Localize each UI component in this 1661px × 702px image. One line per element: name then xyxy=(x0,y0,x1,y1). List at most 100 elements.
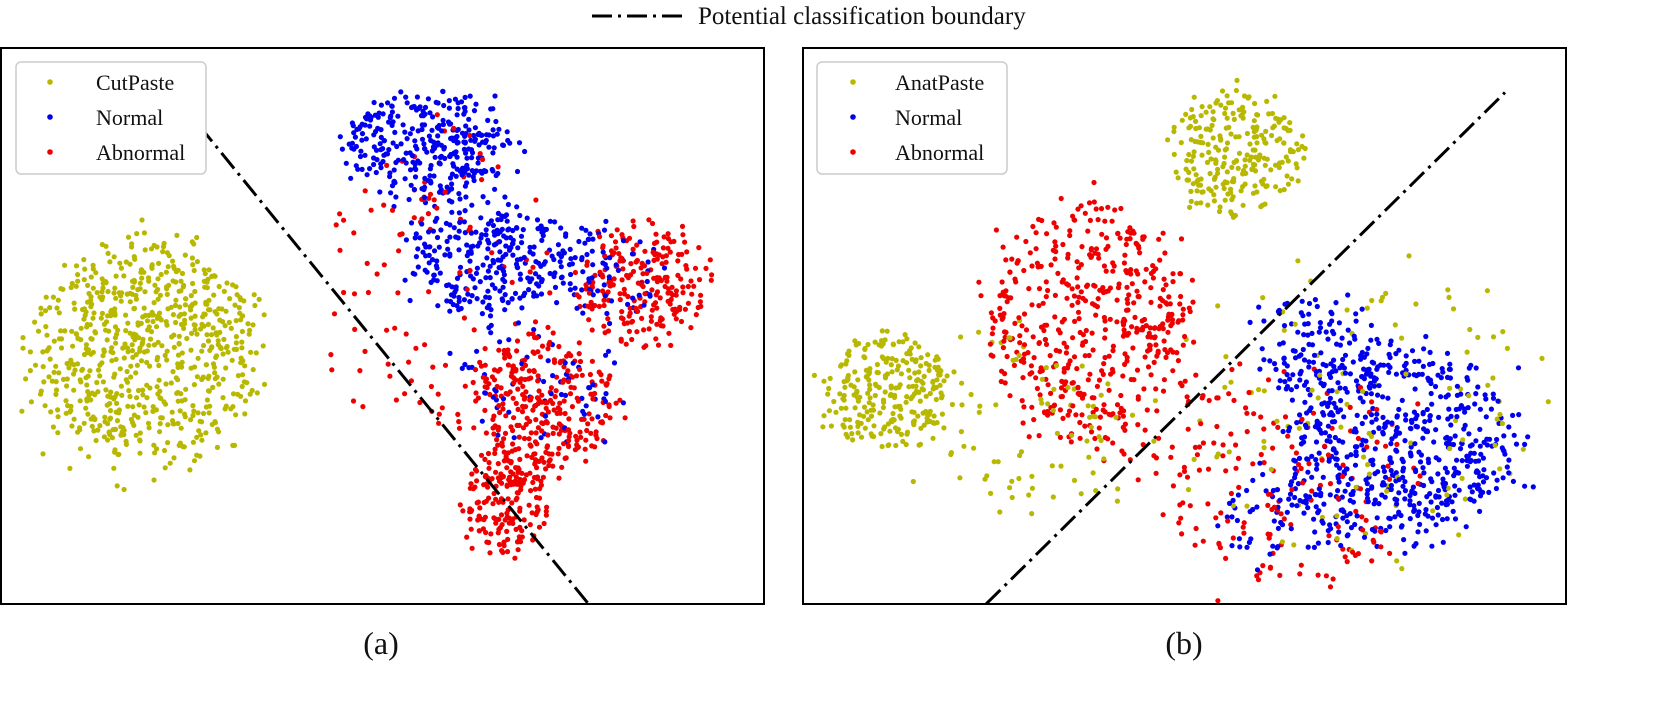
panel-a-point-normal xyxy=(484,255,490,261)
panel-b-point-normal xyxy=(1464,375,1470,381)
panel-a-point-abnormal xyxy=(515,490,521,496)
panel-b-point-anatpaste xyxy=(1226,449,1232,455)
panel-b-point-abnormal xyxy=(1166,311,1172,317)
panel-b-point-anatpaste xyxy=(1244,130,1250,137)
panel-a-point-normal xyxy=(492,285,498,291)
panel-a-point-cutpaste xyxy=(20,345,26,351)
panel-a-point-normal xyxy=(507,235,513,241)
panel-b-point-normal xyxy=(1443,394,1449,400)
panel-b-point-abnormal xyxy=(1069,302,1075,308)
panel-b-point-normal xyxy=(1275,544,1281,550)
panel-b-point-abnormal xyxy=(1021,267,1027,274)
panel-a-point-cutpaste xyxy=(118,383,124,389)
panel-b-point-abnormal xyxy=(1072,318,1078,324)
panel-a-point-abnormal xyxy=(475,499,481,505)
panel-b-point-abnormal xyxy=(1170,483,1176,489)
panel-b-point-abnormal xyxy=(1319,457,1325,463)
panel-b-point-normal xyxy=(1368,322,1374,328)
panel-b-point-anatpaste xyxy=(1462,496,1468,502)
panel-b-point-anatpaste xyxy=(1212,157,1219,163)
panel-a-point-abnormal xyxy=(496,403,502,409)
panel-b-point-normal xyxy=(1467,484,1473,490)
panel-a-point-normal xyxy=(558,275,565,281)
panel-b-point-abnormal xyxy=(1061,340,1067,346)
panel-a-point-cutpaste xyxy=(131,254,137,260)
panel-a-point-cutpaste xyxy=(164,286,170,292)
panel-a-point-abnormal xyxy=(426,195,432,201)
panel-a-point-normal xyxy=(583,227,589,233)
panel-a-point-normal xyxy=(473,101,479,107)
panel-b-point-anatpaste xyxy=(897,382,903,388)
panel-b-point-normal xyxy=(1385,362,1391,368)
panel-b-point-abnormal xyxy=(1074,275,1080,281)
panel-b-point-normal xyxy=(1486,489,1492,495)
panel-a-point-cutpaste xyxy=(69,280,75,287)
panel-b-point-normal xyxy=(1275,525,1281,532)
panel-b-point-anatpaste xyxy=(880,397,887,403)
panel-b-point-anatpaste xyxy=(1268,167,1274,173)
panel-a-point-cutpaste xyxy=(31,319,38,325)
panel-a-point-normal xyxy=(572,285,578,291)
panel-b-point-abnormal xyxy=(1055,270,1061,276)
panel-a-point-cutpaste xyxy=(203,301,209,307)
panel-b-point-abnormal xyxy=(1075,390,1081,397)
panel-a-point-abnormal xyxy=(520,383,526,389)
panel-b-point-abnormal xyxy=(1181,468,1188,474)
panel-b-point-normal xyxy=(1368,380,1374,386)
panel-a-point-abnormal xyxy=(510,415,517,421)
panel-a-point-abnormal xyxy=(664,274,670,280)
panel-a-point-cutpaste xyxy=(64,383,70,389)
panel-a-point-normal xyxy=(402,129,408,135)
panel-a-point-normal xyxy=(410,159,416,165)
panel-b-point-anatpaste xyxy=(1520,446,1526,452)
panel-b-point-anatpaste xyxy=(1165,137,1171,143)
panel-a-point-cutpaste xyxy=(206,267,212,273)
panel-a-point-abnormal xyxy=(585,421,591,427)
panel-b-point-abnormal xyxy=(1070,213,1076,219)
panel-b-point-anatpaste xyxy=(1194,188,1200,194)
panel-b-point-abnormal xyxy=(1128,271,1134,277)
panel-a-point-abnormal xyxy=(576,294,582,300)
panel-b-point-anatpaste xyxy=(855,430,861,436)
panel-b-point-normal xyxy=(1515,365,1522,371)
panel-b-point-normal xyxy=(1396,509,1402,515)
panel-b-point-abnormal xyxy=(1394,441,1400,447)
panel-b-point-normal xyxy=(1295,481,1301,487)
panel-a-point-abnormal xyxy=(622,415,628,421)
panel-a-point-normal xyxy=(471,177,477,184)
panel-a-point-normal xyxy=(547,270,553,277)
panel-a-point-abnormal xyxy=(556,445,562,451)
panel-a-point-normal xyxy=(620,238,627,244)
panel-a-point-abnormal xyxy=(630,218,636,224)
panel-a-point-normal xyxy=(431,272,437,278)
panel-a-point-abnormal xyxy=(428,383,434,390)
panel-a-point-cutpaste xyxy=(114,418,121,424)
panel-a-point-normal xyxy=(415,128,421,134)
panel-a-point-cutpaste xyxy=(173,279,179,285)
panel-b-point-anatpaste xyxy=(1196,125,1202,131)
panel-a-point-cutpaste xyxy=(88,297,94,303)
panel-b-point-anatpaste xyxy=(1198,113,1204,119)
panel-a-point-abnormal xyxy=(539,455,545,461)
panel-b-point-normal xyxy=(1339,507,1346,513)
panel-b-point-normal xyxy=(1323,329,1329,335)
panel-a-point-abnormal xyxy=(576,340,582,346)
panel-b-point-normal xyxy=(1345,481,1351,488)
panel-a-point-abnormal xyxy=(508,469,514,475)
panel-b-point-normal xyxy=(1292,355,1299,361)
panel-b-point-abnormal xyxy=(1131,230,1137,236)
panel-a-point-cutpaste xyxy=(223,365,229,371)
panel-a-point-cutpaste xyxy=(145,420,152,426)
panel-b-point-abnormal xyxy=(1115,230,1121,236)
panel-a-point-normal xyxy=(536,260,542,266)
panel-b-point-normal xyxy=(1344,533,1350,539)
panel-b-point-abnormal xyxy=(1347,404,1353,410)
panel-b-point-normal xyxy=(1423,507,1429,513)
panel-a-point-abnormal xyxy=(499,522,505,528)
panel-a-point-normal xyxy=(467,93,473,99)
panel-b-point-anatpaste xyxy=(1026,492,1032,498)
panel-a-point-cutpaste xyxy=(190,280,196,287)
panel-a-point-abnormal xyxy=(601,297,607,303)
panel-b-point-normal xyxy=(1301,439,1307,445)
panel-a-point-cutpaste xyxy=(42,308,49,314)
